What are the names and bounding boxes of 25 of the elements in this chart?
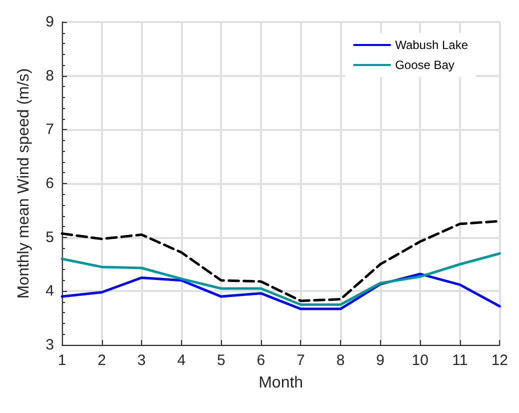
x-tick-label: 7 xyxy=(296,352,305,369)
line-series xyxy=(60,252,501,306)
y-tick-label: 3 xyxy=(46,336,54,354)
y-tick-label: 4 xyxy=(46,282,54,300)
legend-label: Wabush Lake xyxy=(395,38,468,52)
x-tick-label: 6 xyxy=(256,352,266,369)
x-tick-label: 1 xyxy=(58,352,66,369)
x-tick-label: 9 xyxy=(376,352,384,369)
x-tick-label: 12 xyxy=(491,352,508,369)
y-axis-title: Monthly mean Wind speed (m/s) xyxy=(16,68,32,299)
y-tick-label: 8 xyxy=(46,67,54,84)
y-tick-label: 5 xyxy=(46,228,54,246)
x-tick-label: 10 xyxy=(412,352,428,369)
x-axis-title: Month xyxy=(258,374,304,392)
x-tick-label: 2 xyxy=(98,352,106,369)
y-tick-label: 7 xyxy=(46,121,54,138)
x-tick-label: 8 xyxy=(336,352,345,369)
y-tick-label: 9 xyxy=(46,14,54,30)
legend-label: Goose Bay xyxy=(395,58,454,72)
x-tick-label: 3 xyxy=(137,352,146,369)
x-tick-label: 11 xyxy=(452,352,468,369)
line-series xyxy=(60,272,501,310)
y-tick-label: 6 xyxy=(46,175,54,192)
x-tick-label: 4 xyxy=(177,352,186,369)
x-tick-label: 5 xyxy=(216,352,226,369)
